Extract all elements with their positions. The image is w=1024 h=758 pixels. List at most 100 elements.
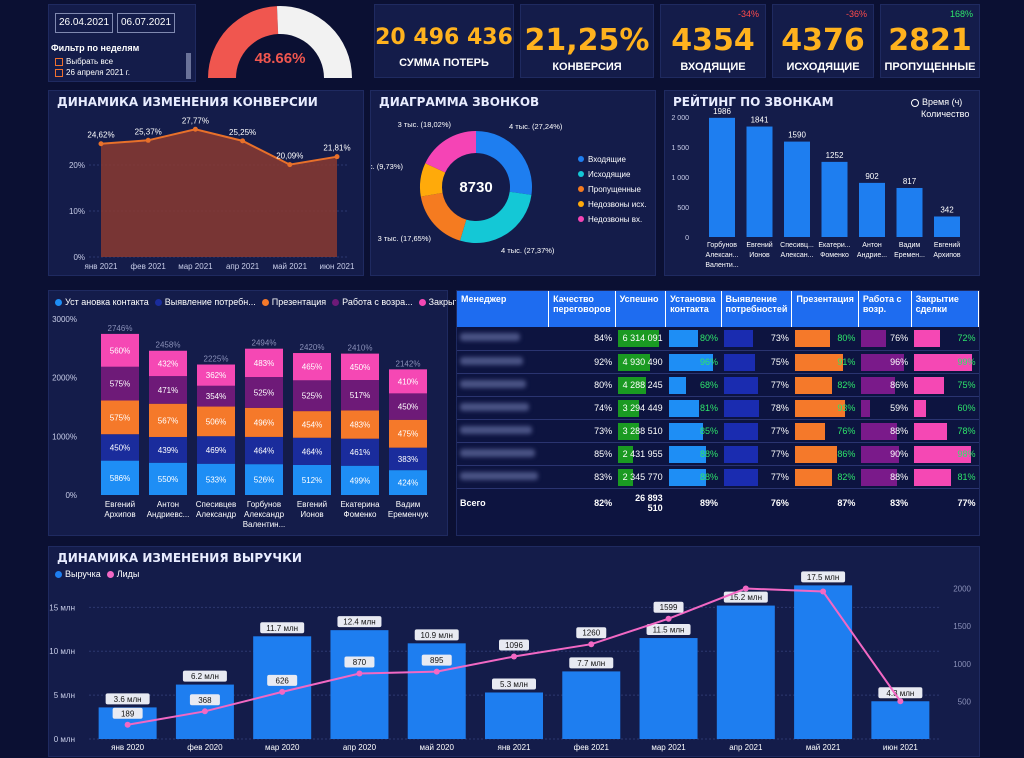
x-tick-label: Антон	[157, 500, 179, 509]
y-tick-label: 0	[685, 235, 689, 242]
legend-item[interactable]: Презентация	[261, 297, 326, 307]
kpi-label: ИСХОДЯЩИЕ	[786, 61, 860, 73]
legend-label: Недозвоны вх.	[588, 215, 642, 224]
x-tick-label: Архипов	[933, 252, 961, 259]
legend-item[interactable]: Выявление потребн...	[154, 297, 256, 307]
cell-bar	[861, 376, 895, 394]
cell-value: 81%	[700, 402, 719, 413]
cell-value: 4 930 490	[622, 356, 663, 367]
column-header[interactable]: Выявление потребностей	[721, 291, 793, 327]
managers-table-panel: Менеджер Качество переговоров Успешно Устан…	[456, 290, 980, 536]
success-bar	[618, 353, 650, 371]
cell-value: 98%	[957, 448, 976, 459]
bar	[871, 701, 930, 739]
bar-segment	[197, 436, 235, 464]
legend-item[interactable]: Работа с возра...	[332, 297, 413, 307]
cell-value: 88%	[890, 471, 909, 482]
select-all-option[interactable]: Выбрать все	[55, 57, 113, 66]
bar-segment	[293, 353, 331, 381]
cell-value: 60%	[957, 402, 976, 413]
column-header[interactable]: Закрытие сделки	[911, 291, 980, 327]
table-row[interactable]: 73% 3 288 510 85% 77% 76% 88% 78%	[457, 419, 979, 443]
donut-slice	[425, 131, 476, 173]
table-row[interactable]: 85% 2 431 955 88% 77% 86% 90% 98%	[457, 442, 979, 466]
cell-bar	[668, 399, 699, 417]
label-bg	[105, 693, 150, 705]
cell-value: 73%	[770, 333, 789, 344]
cell-value: 75%	[957, 379, 976, 390]
column-header[interactable]: Качество переговоров	[548, 291, 616, 327]
n-cell: 77%	[721, 442, 792, 466]
column-header[interactable]: Установка контакта	[665, 291, 722, 327]
data-point	[820, 588, 827, 595]
cell-bar	[668, 445, 706, 463]
redacted-name	[460, 471, 538, 480]
kpi-label: ПРОПУЩЕННЫЕ	[884, 61, 976, 73]
legend-dot	[578, 216, 584, 222]
x-tick-label: Александр	[244, 510, 285, 519]
kpi-conversion: 21,25% КОНВЕРСИЯ	[520, 4, 654, 78]
gauge-widget: 48.66%	[200, 4, 360, 82]
legend-count[interactable]: Количество	[921, 109, 970, 119]
panel-title: ДИНАМИКА ИЗМЕНЕНИЯ ВЫРУЧКИ	[57, 551, 302, 565]
redacted-name	[460, 356, 523, 365]
quality-cell: 83%	[548, 465, 616, 489]
cell-value: 82%	[837, 379, 856, 390]
data-point	[279, 688, 286, 695]
checkbox-icon[interactable]	[55, 68, 63, 77]
label-bg	[421, 654, 452, 666]
table-row[interactable]: 92% 4 930 490 96% 75% 91% 96% 99%	[457, 350, 979, 374]
column-header[interactable]: Менеджер	[457, 291, 550, 327]
radio-icon[interactable]	[911, 98, 919, 107]
label-bg	[492, 678, 536, 690]
legend-item[interactable]: Лиды	[106, 569, 139, 579]
x-tick-label: янв 2021	[497, 743, 531, 752]
segment-label: 567%	[158, 416, 178, 425]
column-header[interactable]: Презентация	[791, 291, 859, 327]
week-filter-title: Фильтр по неделям	[51, 43, 140, 53]
total-cell: 83%	[890, 498, 909, 509]
table-row[interactable]: 74% 3 294 449 81% 78% 93% 59% 60%	[457, 396, 979, 420]
kpi-label: ВХОДЯЩИЕ	[680, 61, 746, 73]
cell-bar	[914, 468, 951, 486]
cell-value: 96%	[890, 356, 909, 367]
panel-title: РЕЙТИНГ ПО ЗВОНКАМ	[673, 95, 834, 109]
kpi-value: 21,25%	[524, 23, 650, 58]
legend-time[interactable]: Время (ч)	[911, 97, 962, 107]
data-label: 11.7 млн	[266, 624, 298, 633]
legend-item[interactable]: Уст ановка контакта	[55, 297, 149, 307]
label-bg	[260, 622, 305, 634]
column-header[interactable]: Успешно	[615, 291, 667, 327]
data-label: 25,37%	[135, 127, 162, 136]
segment-label: 526%	[254, 476, 274, 485]
y-tick-label: 10%	[69, 207, 85, 216]
checkbox-icon[interactable]	[55, 57, 63, 66]
panel-title: ДИАГРАММА ЗВОНКОВ	[379, 95, 540, 109]
date-to-input[interactable]: 06.07.2021	[117, 13, 175, 33]
total-cell: 87%	[837, 498, 856, 509]
cell-value: 77%	[770, 425, 789, 436]
cell-value: 78%	[770, 402, 789, 413]
data-label: 20,09%	[276, 152, 303, 161]
legend-item[interactable]: Выручка	[55, 569, 101, 579]
column-header[interactable]: Работа с возр.	[858, 291, 912, 327]
y-tick-label: 3000%	[52, 315, 77, 324]
data-point	[334, 154, 340, 160]
bar-segment	[101, 434, 139, 461]
success-cell: 4 288 245	[615, 373, 666, 397]
z-cell: 81%	[911, 465, 979, 489]
data-label: 817	[903, 177, 917, 186]
table-row[interactable]: 83% 2 345 770 88% 77% 82% 88% 81%	[457, 465, 979, 489]
segment-label: 461%	[350, 448, 370, 457]
z-cell: 75%	[911, 373, 979, 397]
cell-bar	[668, 468, 706, 486]
scrollbar[interactable]	[186, 53, 191, 79]
table-row[interactable]: 84% 6 314 091 80% 73% 80% 76% 72%	[457, 327, 979, 351]
table-row[interactable]: 80% 4 288 245 68% 77% 82% 86% 75%	[457, 373, 979, 397]
date-from-input[interactable]: 26.04.2021	[55, 13, 113, 33]
x-tick-label: Александр	[196, 510, 237, 519]
cell-value: 75%	[770, 356, 789, 367]
bar-segment	[341, 410, 379, 439]
week-option[interactable]: 26 апреля 2021 г.	[55, 68, 130, 77]
segment-label: 410%	[398, 377, 418, 386]
